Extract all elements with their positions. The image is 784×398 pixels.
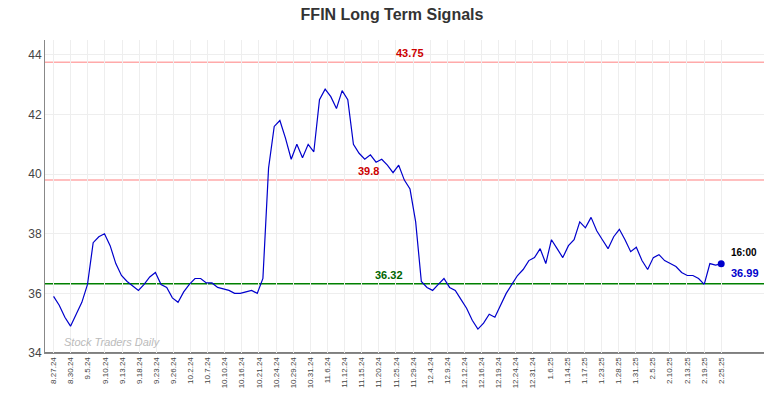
svg-text:12.9.24: 12.9.24 [443, 357, 452, 384]
svg-text:1.23.25: 1.23.25 [597, 357, 606, 384]
svg-text:34: 34 [28, 346, 42, 360]
svg-text:43.75: 43.75 [396, 47, 424, 59]
svg-text:42: 42 [28, 108, 42, 122]
svg-text:10.21.24: 10.21.24 [255, 357, 264, 389]
svg-text:1.14.25: 1.14.25 [563, 357, 572, 384]
svg-text:11.12.24: 11.12.24 [340, 357, 349, 388]
svg-text:10.31.24: 10.31.24 [306, 357, 315, 389]
svg-text:10.10.24: 10.10.24 [220, 357, 229, 389]
svg-text:11.25.24: 11.25.24 [392, 357, 401, 388]
svg-text:10.7.24: 10.7.24 [203, 357, 212, 384]
svg-text:38: 38 [28, 227, 42, 241]
svg-text:12.12.24: 12.12.24 [460, 357, 469, 389]
svg-text:10.29.24: 10.29.24 [289, 357, 298, 389]
svg-text:2.19.25: 2.19.25 [700, 357, 709, 384]
svg-text:9.26.24: 9.26.24 [169, 357, 178, 384]
svg-text:39.8: 39.8 [358, 165, 379, 177]
svg-text:16:00: 16:00 [731, 247, 757, 258]
svg-text:12.4.24: 12.4.24 [426, 357, 435, 384]
svg-text:10.2.24: 10.2.24 [186, 357, 195, 384]
svg-text:12.16.24: 12.16.24 [477, 357, 486, 389]
svg-text:2.5.25: 2.5.25 [648, 357, 657, 380]
svg-text:44: 44 [28, 48, 42, 62]
svg-text:36.32: 36.32 [375, 269, 403, 281]
svg-text:8.27.24: 8.27.24 [49, 357, 58, 384]
svg-text:9.5.24: 9.5.24 [83, 357, 92, 380]
svg-text:8.30.24: 8.30.24 [66, 357, 75, 384]
svg-text:11.15.24: 11.15.24 [357, 357, 366, 388]
svg-text:2.25.25: 2.25.25 [717, 357, 726, 384]
svg-text:12.19.24: 12.19.24 [494, 357, 503, 389]
svg-text:10.16.24: 10.16.24 [237, 357, 246, 389]
svg-text:9.18.24: 9.18.24 [135, 357, 144, 384]
svg-text:1.31.25: 1.31.25 [631, 357, 640, 384]
svg-text:9.23.24: 9.23.24 [152, 357, 161, 384]
svg-text:11.20.24: 11.20.24 [374, 357, 383, 388]
svg-text:2.10.25: 2.10.25 [665, 357, 674, 384]
svg-text:40: 40 [28, 167, 42, 181]
svg-text:1.28.25: 1.28.25 [614, 357, 623, 384]
svg-text:12.31.24: 12.31.24 [528, 357, 537, 389]
svg-text:10.24.24: 10.24.24 [272, 357, 281, 389]
svg-text:12.24.24: 12.24.24 [511, 357, 520, 389]
svg-text:11.6.24: 11.6.24 [323, 357, 332, 384]
svg-text:9.10.24: 9.10.24 [101, 357, 110, 384]
svg-text:11.29.24: 11.29.24 [409, 357, 418, 388]
svg-text:Stock Traders Daily: Stock Traders Daily [64, 336, 161, 348]
svg-text:36.99: 36.99 [731, 267, 759, 279]
svg-text:1.17.25: 1.17.25 [580, 357, 589, 384]
svg-text:2.13.25: 2.13.25 [683, 357, 692, 384]
svg-text:36: 36 [28, 287, 42, 301]
svg-text:9.13.24: 9.13.24 [118, 357, 127, 384]
svg-text:1.6.25: 1.6.25 [546, 357, 555, 380]
svg-text:FFIN Long Term Signals: FFIN Long Term Signals [301, 6, 484, 23]
